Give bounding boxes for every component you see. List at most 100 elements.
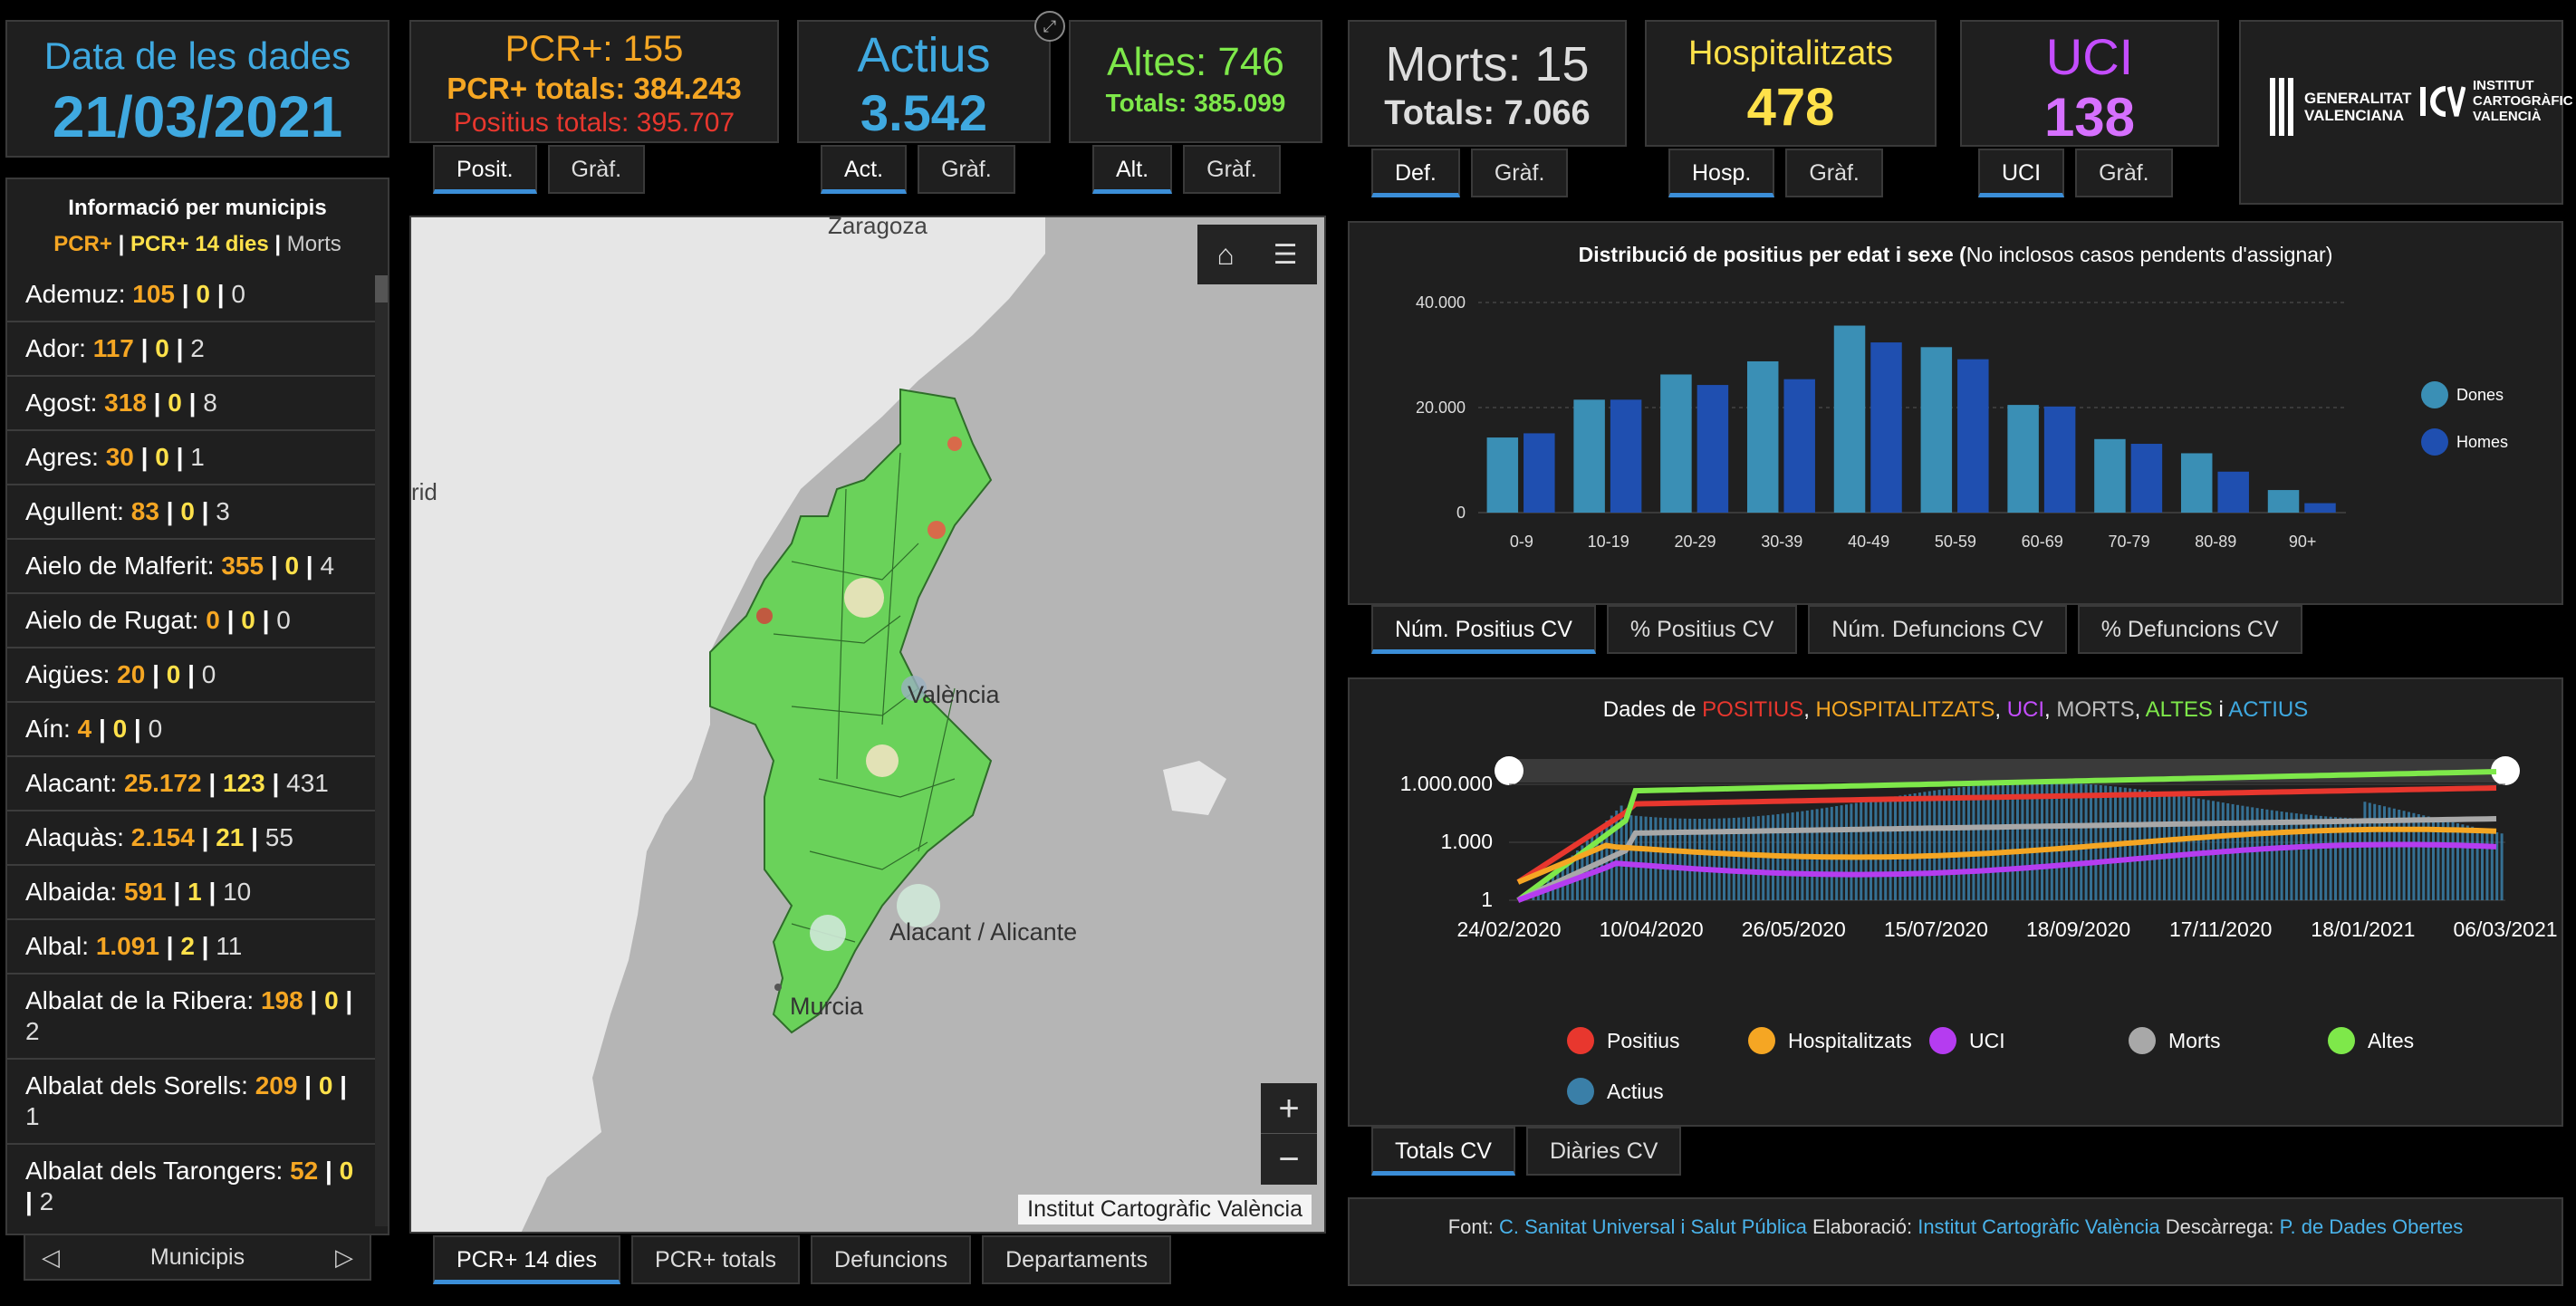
altes-tabs: Alt. Gràf. xyxy=(1092,145,1281,194)
age-bar-homes[interactable] xyxy=(1957,359,1989,513)
tab-uci-graf[interactable]: Gràf. xyxy=(2075,149,2173,197)
map-view[interactable]: Zaragoza rid València Alacant / Alicante… xyxy=(409,216,1326,1234)
municipi-item[interactable]: Agres: 30 | 0 | 1 xyxy=(7,431,379,485)
source-link[interactable]: C. Sanitat Universal i Salut Pública xyxy=(1498,1215,1807,1238)
actius-bar xyxy=(1683,818,1687,900)
actius-bar xyxy=(2398,810,2401,900)
series-actius xyxy=(1532,783,2504,900)
timeline-tab-0[interactable]: Totals CV xyxy=(1371,1127,1515,1176)
age-chart-tab-2[interactable]: Núm. Defuncions CV xyxy=(1808,605,2067,654)
tab-hosp[interactable]: Hosp. xyxy=(1668,149,1775,197)
next-arrow-icon[interactable]: ▷ xyxy=(334,1243,353,1271)
municipi-item[interactable]: Agost: 318 | 0 | 8 xyxy=(7,377,379,431)
age-y-tick: 0 xyxy=(1456,504,1466,522)
municipi-pcr: 198 xyxy=(260,986,303,1014)
municipi-item[interactable]: Aielo de Malferit: 355 | 0 | 4 xyxy=(7,540,379,594)
age-bar-homes[interactable] xyxy=(2043,406,2076,513)
municipi-item[interactable]: Albal: 1.091 | 2 | 11 xyxy=(7,920,379,975)
series-positius[interactable] xyxy=(1516,785,2497,885)
age-bar-homes[interactable] xyxy=(1610,399,1642,513)
age-bar-dones[interactable] xyxy=(2094,438,2126,513)
municipi-item[interactable]: Alacant: 25.172 | 123 | 431 xyxy=(7,757,379,811)
age-bar-dones[interactable] xyxy=(1486,437,1519,513)
series-altes[interactable] xyxy=(1516,769,2497,903)
tab-alt[interactable]: Alt. xyxy=(1092,145,1173,194)
legend-list-icon[interactable]: ☰ xyxy=(1273,239,1298,270)
series-uci[interactable] xyxy=(1516,841,2497,903)
timeline-legend-morts[interactable]: Morts xyxy=(2129,1027,2221,1054)
home-icon[interactable]: ⌂ xyxy=(1216,237,1235,271)
age-bar-dones[interactable] xyxy=(1573,399,1605,513)
tab-posit[interactable]: Posit. xyxy=(433,145,537,194)
map-tab-1[interactable]: PCR+ totals xyxy=(630,1235,801,1284)
municipi-item[interactable]: Ador: 117 | 0 | 2 xyxy=(7,322,379,377)
timeline-legend-altes[interactable]: Altes xyxy=(2328,1027,2414,1054)
municipi-item[interactable]: Aín: 4 | 0 | 0 xyxy=(7,703,379,757)
timeline-handle-right[interactable] xyxy=(2491,756,2520,785)
timeline-legend-uci[interactable]: UCI xyxy=(1929,1027,2005,1054)
municipi-item[interactable]: Albalat dels Sorells: 209 | 0 | 1 xyxy=(7,1060,379,1145)
age-bar-homes[interactable] xyxy=(1870,342,1902,513)
age-bar-homes[interactable] xyxy=(1697,385,1729,513)
municipi-item[interactable]: Agullent: 83 | 0 | 3 xyxy=(7,485,379,540)
tab-pcr-graf[interactable]: Gràf. xyxy=(547,145,646,194)
municipi-pcr: 4 xyxy=(77,715,92,743)
municipi-item[interactable]: Aielo de Rugat: 0 | 0 | 0 xyxy=(7,594,379,648)
map-tab-0[interactable]: PCR+ 14 dies xyxy=(433,1235,620,1284)
age-bar-dones[interactable] xyxy=(2267,490,2300,513)
municipi-item[interactable]: Albalat dels Tarongers: 52 | 0 | 2 xyxy=(7,1145,379,1228)
tab-def[interactable]: Def. xyxy=(1371,149,1460,197)
timeline-legend-actius[interactable]: Actius xyxy=(1567,1078,1664,1105)
timeline-handle-left[interactable] xyxy=(1495,756,1523,785)
age-chart-tab-3[interactable]: % Defuncions CV xyxy=(2077,605,2302,654)
map-tab-3[interactable]: Departaments xyxy=(982,1235,1172,1284)
timeline-title-part: POSITIUS xyxy=(1702,697,1804,722)
map-tab-2[interactable]: Defuncions xyxy=(811,1235,972,1284)
timeline-legend-hospitalitzats[interactable]: Hospitalitzats xyxy=(1748,1027,1912,1054)
tab-hosp-graf[interactable]: Gràf. xyxy=(1785,149,1883,197)
municipi-item[interactable]: Aigües: 20 | 0 | 0 xyxy=(7,648,379,703)
series-morts[interactable] xyxy=(1516,816,2497,903)
zoom-out-button[interactable]: − xyxy=(1278,1139,1300,1179)
sidebar-scroll-thumb[interactable] xyxy=(375,275,388,302)
municipi-pcr14: 0 xyxy=(339,1157,354,1185)
age-bar-dones[interactable] xyxy=(2007,405,2039,513)
actius-bar xyxy=(2050,783,2053,900)
expand-icon[interactable]: ⤢ xyxy=(1034,11,1065,42)
age-bar-homes[interactable] xyxy=(1783,379,1815,513)
tab-morts-graf[interactable]: Gràf. xyxy=(1470,149,1569,197)
municipi-item[interactable]: Alaquàs: 2.154 | 21 | 55 xyxy=(7,811,379,866)
zoom-in-button[interactable]: + xyxy=(1261,1083,1317,1134)
actius-bar xyxy=(2172,794,2176,900)
download-link[interactable]: P. de Dades Obertes xyxy=(2279,1215,2464,1238)
age-chart-tab-1[interactable]: % Positius CV xyxy=(1606,605,1798,654)
municipi-pcr14: 0 xyxy=(324,986,339,1014)
tab-act[interactable]: Act. xyxy=(821,145,908,194)
actius-bar xyxy=(1845,804,1848,900)
municipi-item[interactable]: Ademuz: 105 | 0 | 0 xyxy=(7,268,379,322)
tab-actius-graf[interactable]: Gràf. xyxy=(918,145,1015,194)
age-bar-homes[interactable] xyxy=(2130,444,2163,513)
series-hospitalitzats[interactable] xyxy=(1516,826,2497,885)
age-bar-homes[interactable] xyxy=(1523,433,1555,513)
timeline-scroll-range[interactable] xyxy=(1509,759,2505,783)
timeline-legend-positius[interactable]: Positius xyxy=(1567,1027,1680,1054)
municipi-item[interactable]: Albaida: 591 | 1 | 10 xyxy=(7,866,379,920)
elaboration-link[interactable]: Institut Cartogràfic València xyxy=(1918,1215,2160,1238)
age-bar-dones[interactable] xyxy=(2180,453,2213,513)
age-bar-dones[interactable] xyxy=(1660,374,1692,513)
age-bar-dones[interactable] xyxy=(1746,360,1779,513)
actius-bar xyxy=(1908,793,1912,900)
tab-altes-graf[interactable]: Gràf. xyxy=(1183,145,1281,194)
tab-uci[interactable]: UCI xyxy=(1978,149,2065,197)
sidebar-scrollbar[interactable] xyxy=(375,275,388,1226)
age-bar-homes[interactable] xyxy=(2304,503,2336,513)
age-bar-dones[interactable] xyxy=(1833,325,1866,513)
age-bar-homes[interactable] xyxy=(2217,471,2249,513)
age-bar-dones[interactable] xyxy=(1920,347,1953,513)
age-chart-tab-0[interactable]: Núm. Positius CV xyxy=(1371,605,1596,654)
municipi-item[interactable]: Albalat de la Ribera: 198 | 0 | 2 xyxy=(7,975,379,1060)
timeline-tab-1[interactable]: Diàries CV xyxy=(1525,1127,1682,1176)
municipi-pcr14: 0 xyxy=(112,715,128,743)
prev-arrow-icon[interactable]: ◁ xyxy=(42,1243,60,1271)
